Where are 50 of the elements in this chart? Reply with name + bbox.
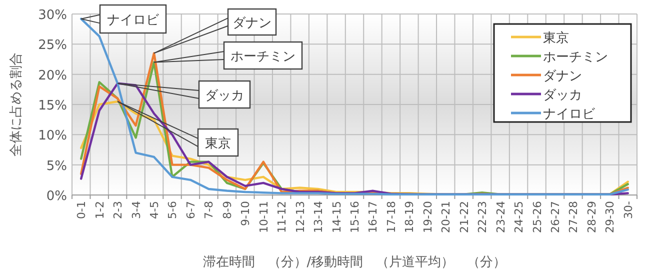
y-tick-label: 5%: [46, 158, 67, 174]
x-tick-label: 4-5: [148, 201, 162, 219]
x-tick-label: 22-23: [476, 201, 490, 233]
x-tick-label: 3-4: [130, 201, 143, 219]
x-tick-label: 1-2: [93, 201, 106, 219]
x-tick-label: 6-7: [184, 201, 198, 219]
x-axis-title: 滞在時間 （分）/移動時間 （片道平均） （分）: [202, 255, 506, 270]
x-tick-label: 10-11: [257, 201, 270, 233]
x-tick-label: 29-30: [604, 201, 617, 233]
x-tick-label: 14-15: [330, 201, 344, 233]
x-tick-label: 26-27: [548, 201, 562, 233]
y-tick-label: 20%: [38, 68, 67, 84]
x-tick-label: 24-25: [512, 201, 526, 233]
x-tick-label: 28-29: [585, 201, 598, 233]
legend-label: 東京: [543, 31, 569, 46]
y-tick-label: 10%: [38, 128, 67, 144]
y-tick-label: 0%: [46, 189, 67, 204]
annotation: ナイロビ: [107, 13, 160, 28]
x-tick-label: 25-26: [530, 201, 544, 233]
x-tick-label: 2-3: [112, 201, 125, 219]
x-tick-label: 20-21: [440, 201, 453, 233]
annotation: ホーチミン: [230, 50, 296, 64]
x-tick-label: 8-9: [220, 201, 234, 219]
y-tick-label: 30%: [38, 8, 67, 23]
x-tick-label: 7-8: [202, 201, 216, 219]
x-tick-label: 18-19: [403, 201, 416, 233]
x-tick-label: 9-10: [239, 201, 252, 226]
legend-label: ダッカ: [543, 88, 582, 103]
x-tick-label: 30-: [622, 200, 635, 219]
annotation: ダッカ: [205, 88, 244, 104]
y-tick-label: 25%: [38, 38, 67, 54]
x-tick-label: 27-28: [567, 201, 580, 233]
x-tick-label: 11-12: [276, 201, 289, 233]
annotation: ダナン: [232, 16, 272, 31]
legend-label: ホーチミン: [543, 50, 608, 65]
annotation: 東京: [205, 136, 231, 152]
x-tick-label: 17-18: [384, 201, 398, 233]
y-tick-label: 15%: [38, 98, 67, 114]
x-tick-label: 0-1: [75, 201, 88, 219]
x-tick-label: 13-14: [312, 201, 326, 233]
x-tick-label: 23-24: [494, 201, 508, 233]
x-tick-label: 15-16: [348, 201, 362, 233]
x-tick-label: 5-6: [166, 201, 180, 219]
x-tick-label: 21-22: [458, 201, 471, 233]
legend-label: ナイロビ: [543, 107, 596, 122]
x-tick-label: 16-17: [366, 201, 380, 233]
legend-label: ダナン: [543, 69, 582, 84]
x-tick-label: 12-13: [294, 201, 307, 233]
y-axis-title: 全体に占める割合: [9, 52, 24, 156]
x-tick-label: 19-20: [421, 201, 434, 233]
